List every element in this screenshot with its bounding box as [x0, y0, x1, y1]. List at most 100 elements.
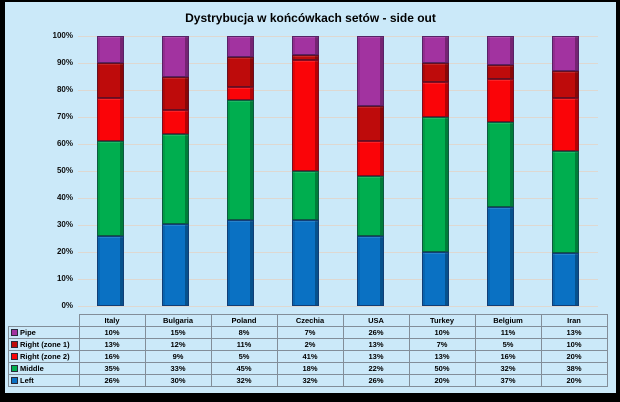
stacked-bar-czechia: [292, 36, 319, 306]
bar-segment-right-zone-2-: [97, 98, 124, 142]
bar-segment-pipe: [357, 36, 384, 107]
table-corner-cell: [9, 315, 80, 327]
table-value-cell: 18%: [276, 362, 344, 375]
table-header-belgium: Belgium: [474, 314, 542, 327]
table-value-cell: 26%: [342, 326, 410, 339]
gridline-100%: [78, 36, 598, 37]
bar-segment-right-zone-1-: [97, 63, 124, 99]
table-header-italy: Italy: [78, 314, 146, 327]
bar-segment-pipe: [552, 36, 579, 71]
table-value-cell: 5%: [474, 338, 542, 351]
table-value-cell: 20%: [540, 350, 608, 363]
y-tick-label: 10%: [56, 274, 73, 283]
data-table: Italy Bulgaria Poland Czechia USA Turkey Belgi…: [8, 314, 608, 387]
table-value-cell: 37%: [474, 374, 542, 387]
table-value-cell: 13%: [540, 326, 608, 339]
stacked-bar-italy: [97, 36, 124, 306]
table-value-cell: 20%: [408, 374, 476, 387]
gridline-90%: [78, 63, 598, 64]
bar-segment-pipe: [97, 36, 124, 64]
table-value-cell: 22%: [342, 362, 410, 375]
bar-segment-right-zone-2-: [552, 97, 579, 151]
bar-segment-middle: [292, 171, 319, 220]
bar-segment-left: [97, 235, 124, 306]
bar-segment-left: [487, 207, 514, 306]
bar-column-italy: [78, 36, 143, 306]
bar-segment-right-zone-1-: [552, 70, 579, 98]
table-value-cell: 45%: [210, 362, 278, 375]
stacked-bar-turkey: [422, 36, 449, 306]
table-value-cell: 5%: [210, 350, 278, 363]
table-header-usa: USA: [342, 314, 410, 327]
bar-segment-left: [422, 252, 449, 306]
bar-segment-right-zone-1-: [357, 106, 384, 142]
table-value-cell: 32%: [474, 362, 542, 375]
table-value-cell: 9%: [144, 350, 212, 363]
y-tick-label: 40%: [56, 193, 73, 202]
table-value-cell: 20%: [540, 374, 608, 387]
legend-swatch-icon: [11, 329, 18, 336]
y-tick-label: 50%: [56, 166, 73, 175]
table-value-cell: 30%: [144, 374, 212, 387]
bar-segment-middle: [227, 100, 254, 221]
bar-column-belgium: [468, 36, 533, 306]
gridline-10%: [78, 279, 598, 280]
legend-swatch-icon: [11, 377, 18, 384]
bar-segment-left: [292, 219, 319, 306]
table-value-cell: 16%: [474, 350, 542, 363]
stacked-bar-usa: [357, 36, 384, 306]
legend-label-right-zone-2-: Right (zone 2): [8, 350, 80, 363]
y-tick-label: 90%: [56, 58, 73, 67]
table-value-cell: 2%: [276, 338, 344, 351]
y-tick-label: 30%: [56, 220, 73, 229]
table-value-cell: 12%: [144, 338, 212, 351]
table-header-czechia: Czechia: [276, 314, 344, 327]
table-value-cell: 26%: [342, 374, 410, 387]
bar-segment-left: [227, 220, 254, 306]
bar-segment-right-zone-1-: [422, 63, 449, 82]
bar-segment-right-zone-2-: [357, 141, 384, 177]
legend-swatch-icon: [11, 365, 18, 372]
gridline-50%: [78, 171, 598, 172]
legend-label-right-zone-1-: Right (zone 1): [8, 338, 80, 351]
table-row: Right (zone 1) 13% 12% 11% 2% 13% 7% 5% 10%: [8, 338, 608, 351]
table-row: Pipe 10% 15% 8% 7% 26% 10% 11% 13%: [8, 326, 608, 339]
stacked-bar-iran: [552, 36, 579, 306]
table-value-cell: 50%: [408, 362, 476, 375]
table-header-iran: Iran: [540, 314, 608, 327]
bar-segment-middle: [422, 117, 449, 252]
bar-segment-pipe: [162, 36, 189, 77]
bar-segment-right-zone-2-: [292, 60, 319, 172]
bar-column-czechia: [273, 36, 338, 306]
gridline-30%: [78, 225, 598, 226]
table-value-cell: 32%: [276, 374, 344, 387]
table-value-cell: 10%: [408, 326, 476, 339]
table-value-cell: 41%: [276, 350, 344, 363]
stacked-bar-bulgaria: [162, 36, 189, 306]
bar-segment-left: [552, 252, 579, 306]
gridline-0%: [78, 306, 598, 307]
gridline-80%: [78, 90, 598, 91]
bar-segment-right-zone-2-: [487, 78, 514, 122]
table-header-bulgaria: Bulgaria: [144, 314, 212, 327]
table-row: Left 26% 30% 32% 32% 26% 20% 37% 20%: [8, 374, 608, 387]
bar-column-usa: [338, 36, 403, 306]
table-value-cell: 32%: [210, 374, 278, 387]
gridline-60%: [78, 144, 598, 145]
bar-segment-right-zone-2-: [422, 81, 449, 117]
bar-segment-pipe: [422, 36, 449, 64]
table-value-cell: 13%: [78, 338, 146, 351]
table-value-cell: 11%: [210, 338, 278, 351]
bar-segment-right-zone-1-: [162, 76, 189, 110]
stacked-bar-belgium: [487, 36, 514, 306]
bar-column-bulgaria: [143, 36, 208, 306]
y-tick-label: 100%: [52, 31, 73, 40]
bar-segment-middle: [162, 134, 189, 225]
legend-label-middle: Middle: [8, 362, 80, 375]
bar-segment-middle: [357, 176, 384, 236]
table-value-cell: 26%: [78, 374, 146, 387]
y-tick-label: 0%: [61, 301, 73, 310]
y-tick-label: 60%: [56, 139, 73, 148]
bar-segment-left: [357, 235, 384, 306]
chart-title: Dystrybucja w końcówkach setów - side ou…: [185, 11, 436, 25]
